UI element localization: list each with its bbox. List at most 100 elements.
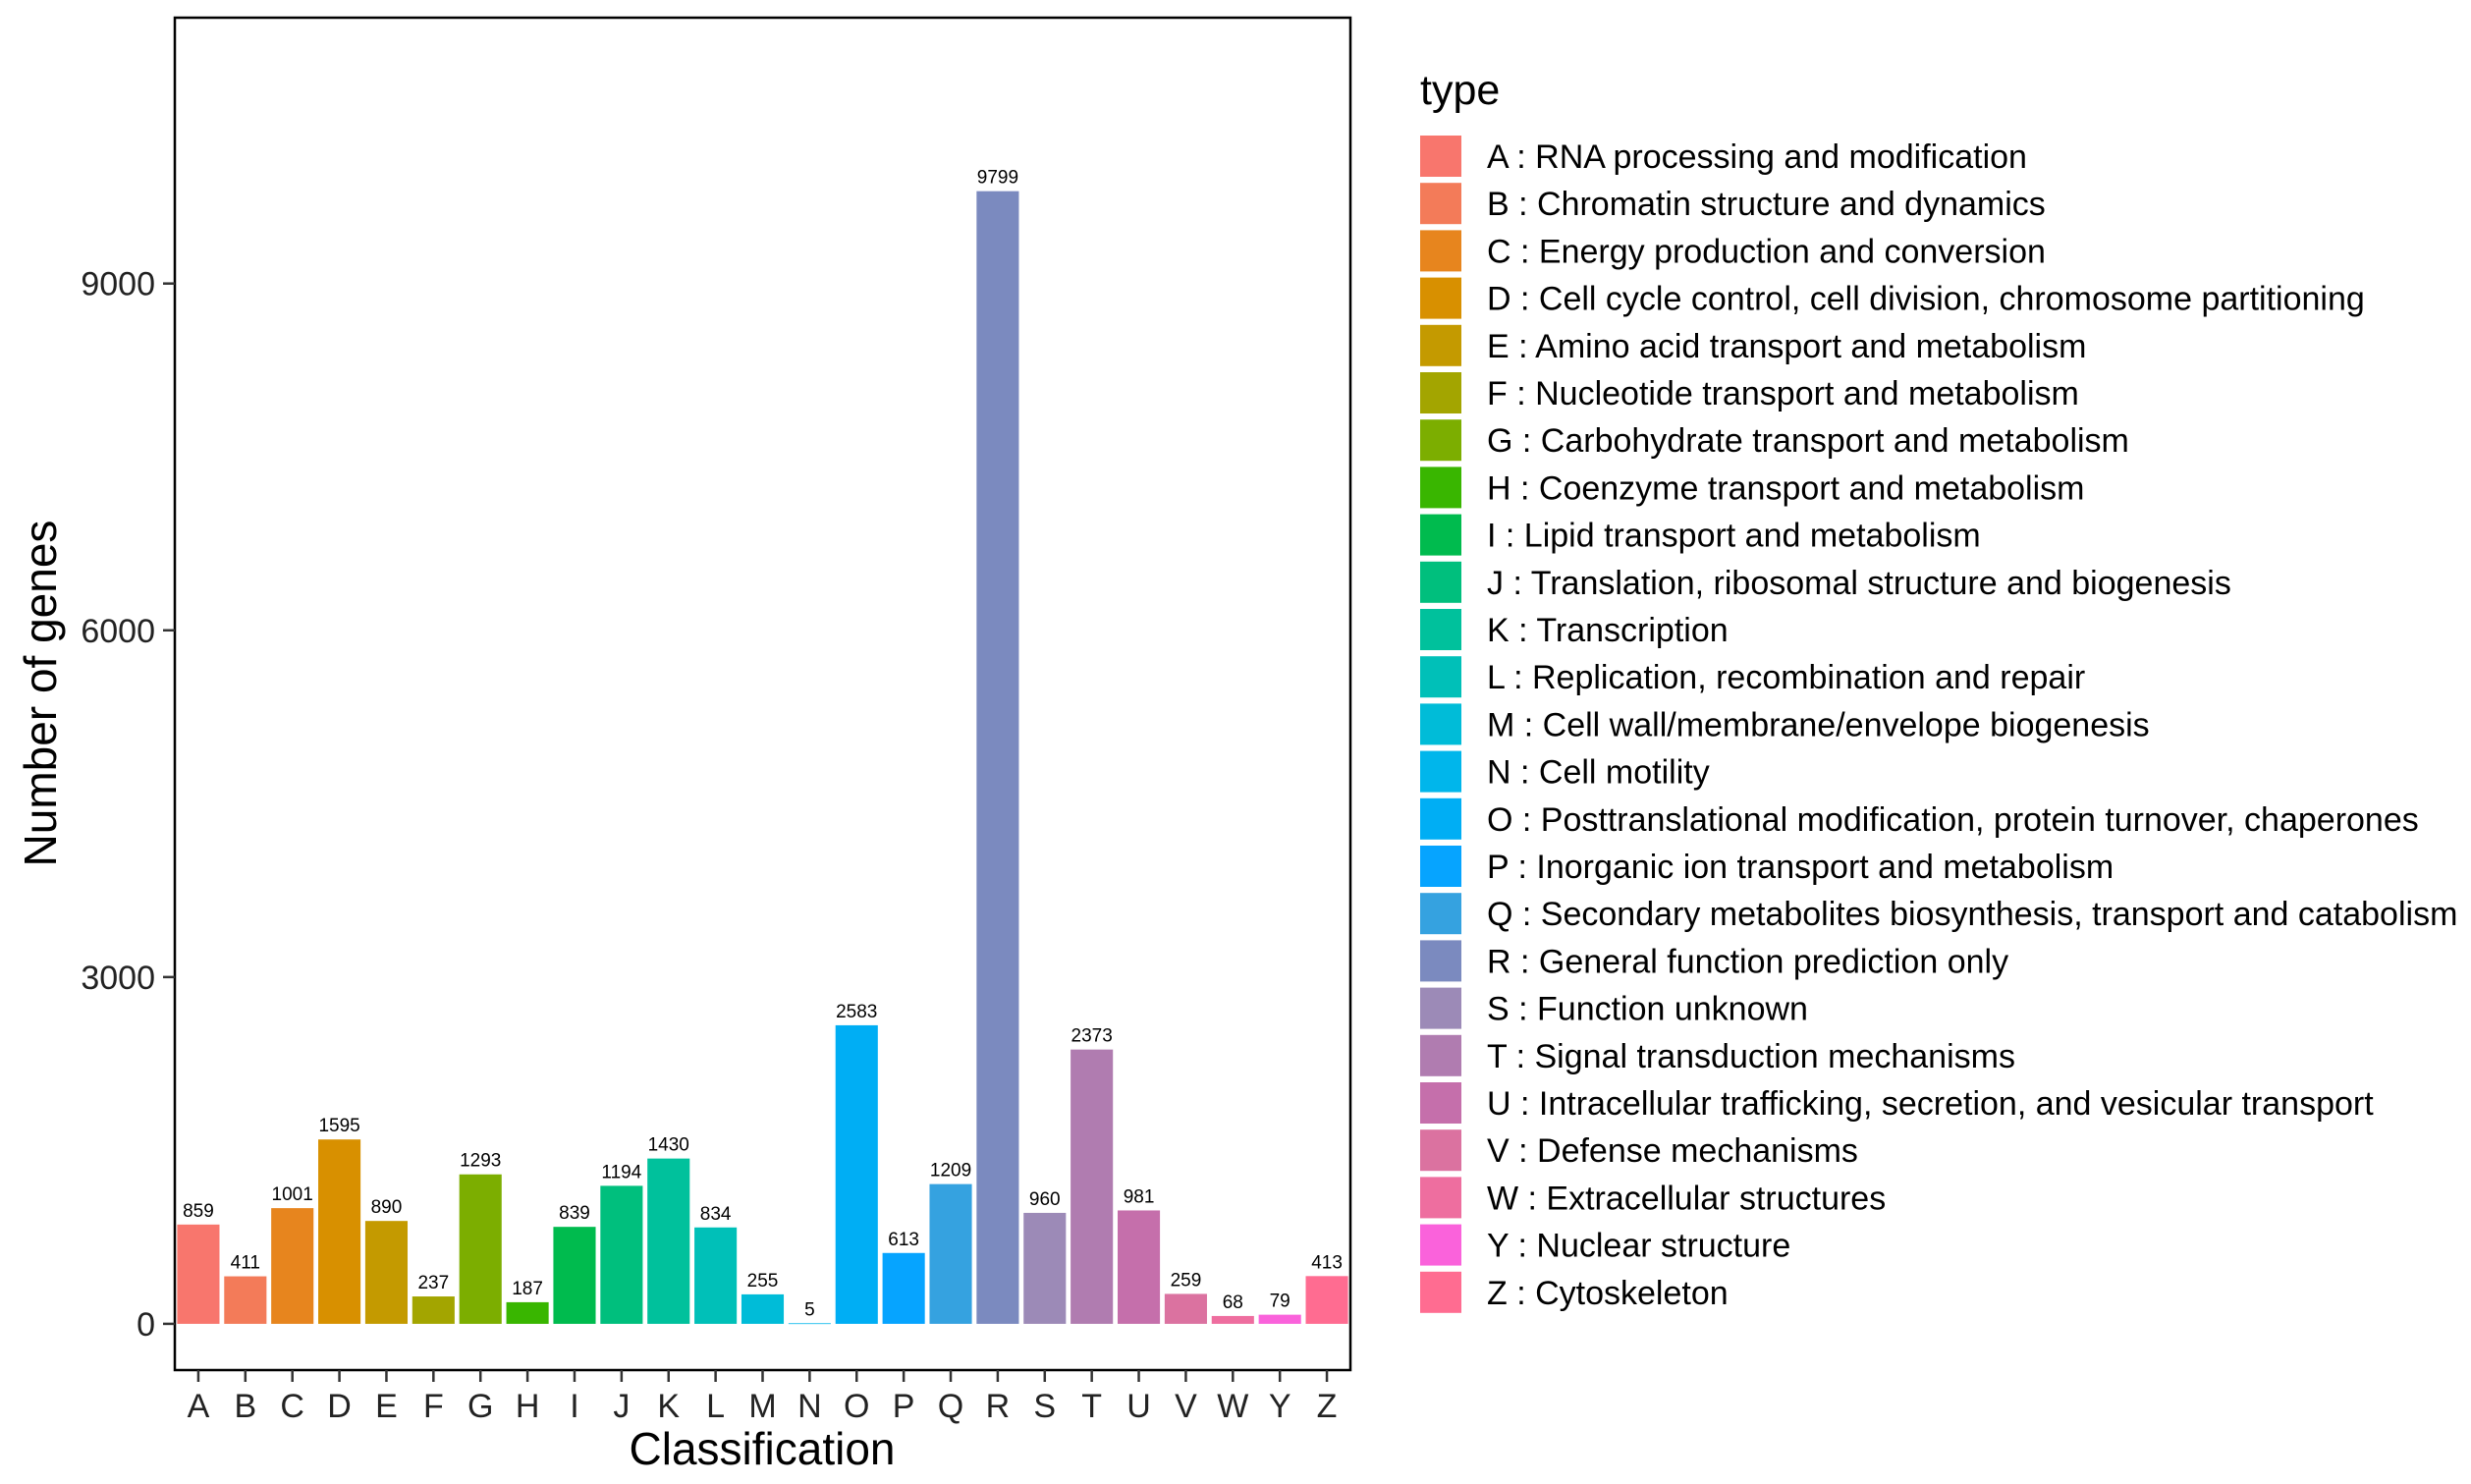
legend-label-T: T : Signal transduction mechanisms bbox=[1487, 1038, 2015, 1075]
x-tick-label-J: J bbox=[613, 1388, 630, 1425]
y-tick-label-3000: 3000 bbox=[81, 960, 155, 997]
legend-key-H bbox=[1420, 467, 1461, 509]
legend-key-T bbox=[1420, 1034, 1461, 1076]
bar-P bbox=[882, 1252, 925, 1324]
legend-label-D: D : Cell cycle control, cell division, c… bbox=[1487, 281, 2365, 318]
bar-value-label-Q: 1209 bbox=[930, 1161, 971, 1182]
bar-value-label-G: 1293 bbox=[460, 1151, 501, 1172]
bar-T bbox=[1071, 1049, 1114, 1324]
legend-title: type bbox=[1420, 67, 1500, 114]
x-tick-label-Z: Z bbox=[1317, 1388, 1338, 1425]
legend-key-J bbox=[1420, 561, 1461, 603]
legend-key-F bbox=[1420, 372, 1461, 413]
legend-key-V bbox=[1420, 1129, 1461, 1172]
x-tick-label-F: F bbox=[423, 1388, 444, 1425]
legend-key-K bbox=[1420, 609, 1461, 650]
legend-key-W bbox=[1420, 1177, 1461, 1219]
bar-value-label-W: 68 bbox=[1223, 1292, 1243, 1313]
x-tick-label-N: N bbox=[797, 1388, 822, 1425]
bar-L bbox=[694, 1227, 738, 1324]
bar-value-label-Y: 79 bbox=[1270, 1292, 1290, 1312]
bar-V bbox=[1164, 1293, 1207, 1324]
bar-H bbox=[506, 1301, 549, 1324]
x-tick-label-V: V bbox=[1175, 1388, 1197, 1425]
bar-value-label-U: 981 bbox=[1124, 1186, 1155, 1207]
x-tick-label-B: B bbox=[234, 1388, 256, 1425]
y-axis: 0 3000 6000 9000 bbox=[81, 266, 175, 1344]
x-tick-label-S: S bbox=[1033, 1388, 1056, 1425]
legend-key-Z bbox=[1420, 1271, 1461, 1313]
bar-value-label-M: 255 bbox=[747, 1271, 779, 1292]
bar-Z bbox=[1305, 1276, 1348, 1324]
bar-value-label-N: 5 bbox=[804, 1299, 815, 1320]
x-tick-label-Q: Q bbox=[938, 1388, 963, 1425]
x-tick-label-I: I bbox=[570, 1388, 578, 1425]
x-tick-label-E: E bbox=[375, 1388, 398, 1425]
legend-key-I bbox=[1420, 514, 1461, 556]
x-tick-label-W: W bbox=[1217, 1388, 1248, 1425]
x-axis-title: Classification bbox=[630, 1423, 896, 1474]
legend-label-C: C : Energy production and conversion bbox=[1487, 233, 2046, 270]
bar-U bbox=[1117, 1210, 1161, 1324]
legend-label-L: L : Replication, recombination and repai… bbox=[1487, 659, 2085, 696]
y-tick-label-9000: 9000 bbox=[81, 266, 155, 303]
legend: type A : RNA processing and modification… bbox=[1420, 67, 2457, 1313]
legend-key-R bbox=[1420, 940, 1461, 982]
legend-label-I: I : Lipid transport and metabolism bbox=[1487, 518, 1981, 555]
legend-label-K: K : Transcription bbox=[1487, 612, 1729, 649]
bar-K bbox=[647, 1158, 690, 1324]
legend-label-P: P : Inorganic ion transport and metaboli… bbox=[1487, 849, 2114, 886]
plot-panel bbox=[173, 16, 1352, 1372]
bar-S bbox=[1023, 1212, 1067, 1324]
x-tick-label-T: T bbox=[1081, 1388, 1102, 1425]
bar-C bbox=[271, 1208, 314, 1324]
bar-value-label-Z: 413 bbox=[1311, 1252, 1343, 1273]
x-tick-label-Y: Y bbox=[1269, 1388, 1291, 1425]
legend-key-E bbox=[1420, 324, 1461, 366]
x-tick-label-O: O bbox=[844, 1388, 869, 1425]
legend-label-V: V : Defense mechanisms bbox=[1487, 1132, 1858, 1170]
bar-E bbox=[364, 1221, 409, 1324]
bar-value-label-C: 1001 bbox=[272, 1184, 313, 1205]
y-tick-label-0: 0 bbox=[137, 1306, 155, 1344]
x-tick-label-M: M bbox=[748, 1388, 776, 1425]
legend-label-E: E : Amino acid transport and metabolism bbox=[1487, 328, 2086, 365]
legend-label-G: G : Carbohydrate transport and metabolis… bbox=[1487, 422, 2129, 460]
x-tick-label-K: K bbox=[657, 1388, 680, 1425]
legend-label-H: H : Coenzyme transport and metabolism bbox=[1487, 469, 2084, 507]
bar-B bbox=[224, 1276, 267, 1324]
bar-value-label-J: 1194 bbox=[601, 1162, 641, 1182]
legend-label-B: B : Chromatin structure and dynamics bbox=[1487, 186, 2046, 223]
legend-label-S: S : Function unknown bbox=[1487, 991, 1808, 1028]
x-tick-label-C: C bbox=[280, 1388, 304, 1425]
legend-key-S bbox=[1420, 987, 1461, 1029]
bar-Y bbox=[1258, 1314, 1301, 1324]
y-tick-label-6000: 6000 bbox=[81, 613, 155, 650]
x-tick-label-D: D bbox=[327, 1388, 352, 1425]
legend-label-U: U : Intracellular trafficking, secretion… bbox=[1487, 1085, 2374, 1123]
legend-key-B bbox=[1420, 183, 1461, 225]
bar-value-label-D: 1595 bbox=[318, 1116, 359, 1136]
bar-value-label-I: 839 bbox=[559, 1203, 590, 1224]
legend-key-N bbox=[1420, 750, 1461, 793]
legend-label-J: J : Translation, ribosomal structure and… bbox=[1487, 565, 2231, 602]
bar-value-label-S: 960 bbox=[1029, 1189, 1061, 1210]
bar-value-label-A: 859 bbox=[183, 1201, 214, 1222]
bar-value-label-L: 834 bbox=[700, 1204, 732, 1225]
bar-A bbox=[177, 1224, 220, 1324]
legend-key-O bbox=[1420, 797, 1461, 840]
legend-key-Q bbox=[1420, 893, 1461, 935]
bar-value-label-H: 187 bbox=[512, 1279, 543, 1299]
bar-value-label-O: 2583 bbox=[836, 1002, 877, 1022]
legend-key-C bbox=[1420, 230, 1461, 272]
bar-value-label-B: 411 bbox=[231, 1253, 260, 1274]
legend-label-M: M : Cell wall/membrane/envelope biogenes… bbox=[1487, 706, 2150, 743]
x-tick-label-H: H bbox=[516, 1388, 540, 1425]
x-tick-label-A: A bbox=[188, 1388, 210, 1425]
legend-label-Y: Y : Nuclear structure bbox=[1487, 1228, 1790, 1265]
legend-label-N: N : Cell motility bbox=[1487, 754, 1710, 792]
legend-label-Z: Z : Cytoskeleton bbox=[1487, 1275, 1729, 1312]
bar-R bbox=[976, 191, 1019, 1324]
bar-N bbox=[788, 1323, 831, 1325]
